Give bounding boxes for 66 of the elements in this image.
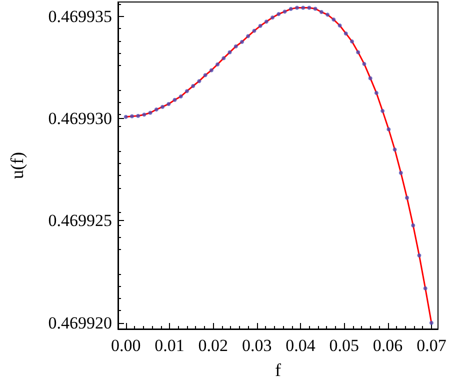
point — [326, 12, 330, 17]
point — [386, 127, 391, 132]
point — [362, 62, 366, 66]
point — [160, 104, 165, 109]
y-tick-label: 0.469930 — [48, 108, 112, 128]
x-tick-label: 0.01 — [154, 336, 184, 355]
point — [344, 31, 348, 36]
point — [154, 108, 158, 112]
point — [130, 114, 134, 118]
point — [313, 6, 318, 11]
point — [429, 320, 434, 325]
point — [411, 223, 416, 228]
point — [234, 44, 238, 48]
point — [332, 18, 336, 22]
x-tick-label: 0.05 — [329, 336, 360, 355]
point — [148, 110, 152, 115]
x-axis-title: f — [275, 360, 281, 380]
point — [191, 84, 196, 88]
y-tick-label: 0.469925 — [48, 211, 112, 230]
point — [398, 170, 403, 175]
point — [417, 253, 422, 258]
point — [258, 24, 262, 28]
point — [307, 6, 312, 10]
point — [142, 112, 146, 117]
point — [246, 34, 250, 38]
point — [209, 68, 214, 72]
x-tick-label: 0.03 — [242, 336, 272, 355]
y-axis-title: u(f) — [7, 152, 27, 179]
point — [301, 6, 306, 10]
x-tick-label: 0.04 — [286, 336, 316, 355]
x-tick-label: 0.02 — [198, 336, 228, 355]
point — [172, 98, 177, 102]
point — [356, 50, 360, 54]
point — [222, 56, 226, 60]
point — [252, 28, 256, 33]
point — [240, 40, 244, 44]
point — [368, 76, 372, 80]
point — [423, 286, 428, 290]
point — [350, 39, 354, 44]
point — [294, 6, 299, 10]
y-tick-label: 0.469920 — [48, 313, 112, 332]
point — [380, 108, 385, 113]
point — [319, 10, 324, 14]
point — [124, 114, 128, 119]
point — [338, 24, 342, 28]
point — [374, 90, 378, 95]
point — [270, 16, 275, 20]
point — [276, 12, 281, 16]
point — [184, 89, 189, 94]
point — [405, 196, 410, 200]
x-tick-label: 0.06 — [372, 336, 403, 355]
point — [203, 73, 208, 78]
point — [288, 6, 293, 11]
point — [392, 148, 397, 152]
point — [264, 20, 268, 24]
x-tick-label: 0.00 — [110, 336, 141, 355]
point — [197, 79, 202, 84]
y-tick-label: 0.469935 — [48, 6, 112, 26]
point — [136, 114, 140, 118]
point — [282, 10, 287, 14]
point — [178, 94, 183, 98]
point — [216, 62, 220, 66]
x-tick-label: 0.07 — [416, 336, 447, 355]
point — [228, 50, 232, 54]
line-series — [125, 6, 432, 324]
point — [166, 102, 171, 106]
